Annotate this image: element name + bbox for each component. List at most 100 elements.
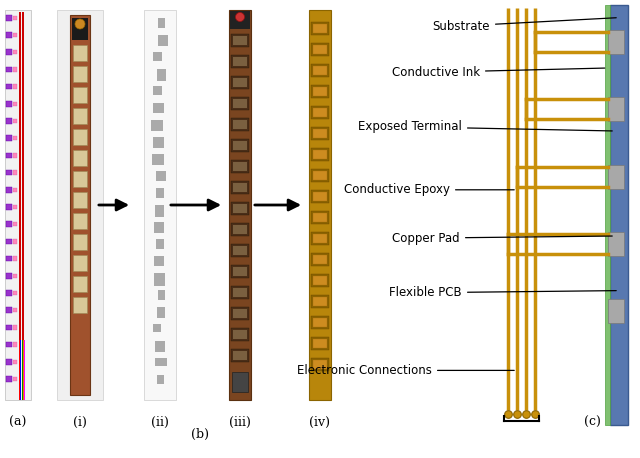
Bar xyxy=(5,10,31,400)
Bar xyxy=(231,244,249,257)
Bar xyxy=(608,164,624,189)
Text: Flexible PCB: Flexible PCB xyxy=(389,286,616,299)
Bar xyxy=(73,66,87,82)
Bar xyxy=(233,309,247,318)
Bar xyxy=(73,108,87,124)
Bar xyxy=(313,171,327,180)
Bar xyxy=(155,205,164,217)
Bar xyxy=(13,222,17,226)
Bar xyxy=(13,187,17,192)
Bar xyxy=(605,5,610,425)
Circle shape xyxy=(75,19,85,29)
Bar xyxy=(313,360,327,369)
Bar xyxy=(311,211,329,224)
Bar xyxy=(73,255,87,271)
Bar xyxy=(152,154,164,164)
Bar xyxy=(233,204,247,213)
Bar xyxy=(13,84,17,89)
Bar xyxy=(154,256,164,266)
Bar xyxy=(13,153,17,158)
Bar xyxy=(311,190,329,203)
Text: (iii): (iii) xyxy=(229,416,251,429)
Bar xyxy=(313,255,327,264)
Bar xyxy=(608,299,624,323)
Text: Conductive Ink: Conductive Ink xyxy=(392,65,605,79)
Bar xyxy=(233,351,247,360)
Bar xyxy=(6,359,12,365)
Bar xyxy=(231,97,249,110)
Bar xyxy=(311,358,329,371)
Bar xyxy=(73,171,87,187)
Bar xyxy=(231,118,249,131)
Bar xyxy=(6,153,12,158)
Bar xyxy=(311,169,329,182)
Bar xyxy=(233,330,247,339)
Bar xyxy=(313,45,327,54)
Bar xyxy=(231,139,249,152)
Bar xyxy=(231,181,249,194)
Bar xyxy=(13,376,17,381)
Bar xyxy=(13,291,17,295)
Bar xyxy=(233,120,247,129)
Bar xyxy=(6,221,12,227)
Bar xyxy=(231,286,249,299)
Bar xyxy=(70,15,90,395)
Text: Substrate: Substrate xyxy=(433,18,616,33)
Text: Electronic Connections: Electronic Connections xyxy=(297,364,514,377)
Bar xyxy=(233,246,247,255)
Bar xyxy=(610,5,628,425)
Bar xyxy=(6,187,12,192)
Bar xyxy=(19,12,20,398)
Text: (a): (a) xyxy=(10,416,27,429)
Bar xyxy=(311,232,329,245)
Bar xyxy=(6,376,12,382)
Bar xyxy=(313,24,327,33)
Bar xyxy=(311,253,329,266)
Bar xyxy=(6,307,12,313)
Bar xyxy=(156,171,166,181)
Bar xyxy=(57,10,103,400)
Bar xyxy=(311,337,329,350)
Bar xyxy=(13,170,17,175)
Bar xyxy=(154,222,164,233)
Bar xyxy=(608,232,624,256)
Bar xyxy=(6,84,12,89)
Bar xyxy=(311,85,329,98)
Bar xyxy=(153,86,161,95)
Bar xyxy=(229,10,251,400)
Bar xyxy=(608,98,624,121)
Bar xyxy=(153,324,161,333)
Circle shape xyxy=(236,12,244,22)
Bar xyxy=(6,66,12,72)
Bar xyxy=(231,55,249,68)
Bar xyxy=(73,129,87,145)
Bar xyxy=(6,325,12,330)
Bar xyxy=(154,273,164,285)
Bar xyxy=(156,239,164,249)
Bar xyxy=(231,202,249,215)
Bar xyxy=(233,162,247,171)
Bar xyxy=(155,341,165,353)
Bar xyxy=(231,34,249,47)
Bar xyxy=(13,136,17,141)
Bar xyxy=(73,45,87,61)
Bar xyxy=(13,50,17,55)
Bar xyxy=(233,225,247,234)
Bar xyxy=(313,339,327,348)
Bar xyxy=(13,205,17,209)
Bar xyxy=(13,102,17,106)
Text: (ii): (ii) xyxy=(151,416,169,429)
Bar xyxy=(231,223,249,236)
Bar xyxy=(233,141,247,150)
Bar xyxy=(73,234,87,250)
Bar xyxy=(13,67,17,71)
Text: Exposed Terminal: Exposed Terminal xyxy=(358,120,612,133)
Bar xyxy=(311,43,329,56)
Bar xyxy=(73,87,87,103)
Bar xyxy=(24,340,26,400)
Bar xyxy=(313,318,327,327)
Bar xyxy=(13,273,17,278)
Bar xyxy=(313,234,327,243)
Text: (iv): (iv) xyxy=(310,416,330,429)
Bar xyxy=(156,358,167,366)
